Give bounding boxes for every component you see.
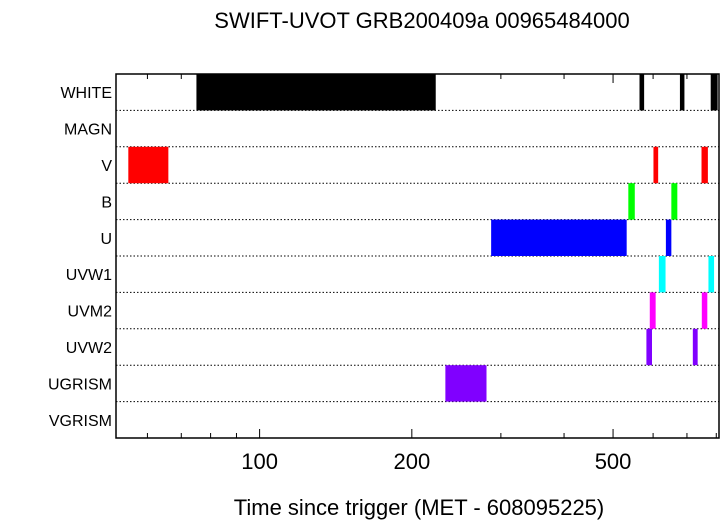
segment-white bbox=[679, 74, 685, 111]
y-tick-label: UVW1 bbox=[66, 267, 112, 284]
segment-uvw1 bbox=[708, 256, 715, 293]
x-ticks: 100 200 500 bbox=[146, 74, 717, 474]
segment-white bbox=[639, 74, 645, 111]
x-tick-label: 500 bbox=[595, 449, 632, 474]
x-tick-label: 200 bbox=[393, 449, 430, 474]
chart-title: SWIFT-UVOT GRB200409a 00965484000 bbox=[214, 8, 629, 33]
y-tick-label: V bbox=[101, 158, 112, 175]
y-tick-label: UVM2 bbox=[68, 304, 113, 321]
x-axis-label: Time since trigger (MET - 608095225) bbox=[234, 495, 605, 520]
y-tick-label: B bbox=[101, 194, 112, 211]
x-tick-label: 100 bbox=[241, 449, 278, 474]
y-tick-labels: WHITE MAGN V B U UVW1 UVM2 UVW2 UGRISM VGRISM bbox=[48, 85, 112, 430]
plot-frame bbox=[115, 73, 720, 439]
segment-v bbox=[701, 146, 708, 184]
segment-b bbox=[671, 183, 678, 220]
segment-white bbox=[196, 74, 436, 111]
segment-uvm2 bbox=[701, 292, 708, 329]
segment-uvw2 bbox=[646, 328, 652, 366]
segment-u bbox=[491, 219, 627, 256]
y-tick-label: UVW2 bbox=[66, 340, 112, 357]
segments bbox=[128, 74, 718, 402]
y-tick-label: U bbox=[100, 231, 112, 248]
y-tick-label: MAGN bbox=[64, 122, 112, 139]
segment-u bbox=[665, 219, 672, 256]
segment-b bbox=[628, 183, 635, 220]
segment-v bbox=[653, 146, 659, 184]
segment-ugrism bbox=[445, 365, 487, 402]
segment-uvw1 bbox=[658, 256, 666, 293]
segment-white bbox=[710, 74, 718, 111]
segment-uvw2 bbox=[692, 328, 698, 366]
y-tick-label: UGRISM bbox=[48, 376, 112, 393]
y-tick-label: VGRISM bbox=[49, 413, 112, 430]
segment-v bbox=[128, 146, 169, 184]
y-tick-label: WHITE bbox=[60, 85, 112, 102]
segment-uvm2 bbox=[649, 292, 656, 329]
row-grid bbox=[116, 109, 719, 403]
